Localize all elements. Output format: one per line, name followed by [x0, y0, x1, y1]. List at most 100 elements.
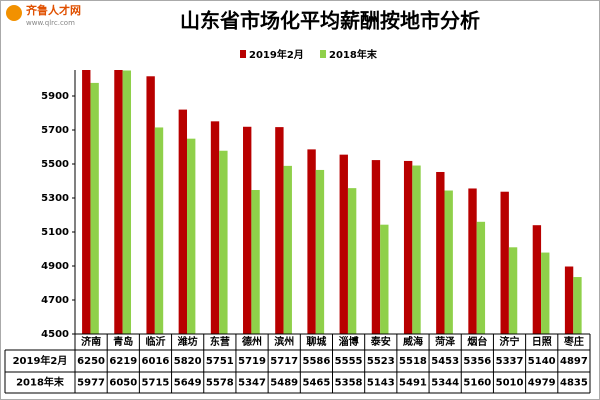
table-cell: 5344: [431, 378, 459, 389]
table-cell: 4835: [560, 378, 588, 389]
table-cell: 5347: [238, 378, 266, 389]
legend-swatch: [320, 50, 326, 58]
table-cell: 5715: [142, 378, 170, 389]
bar: [90, 82, 99, 334]
legend-swatch: [240, 50, 246, 58]
x-tick-label: 淄博: [339, 335, 359, 348]
bar: [532, 225, 542, 334]
bar: [476, 221, 486, 334]
y-tick-label: 4500: [41, 329, 69, 340]
bar: [178, 109, 188, 334]
bar: [283, 165, 292, 334]
table-cell: 5356: [463, 356, 491, 367]
table-cell: 5160: [463, 378, 491, 389]
table-cell: 4979: [528, 378, 556, 389]
y-tick-label: 4900: [41, 261, 69, 272]
legend-label: 2018年末: [329, 48, 378, 61]
bar: [210, 121, 220, 334]
table-cell: 6016: [142, 356, 170, 367]
x-tick-label: 济宁: [500, 335, 520, 348]
y-tick-label: 5900: [41, 91, 69, 102]
table-cell: 5523: [367, 356, 395, 367]
bar: [564, 266, 574, 334]
table-cell: 5453: [431, 356, 459, 367]
table-cell: 5717: [270, 356, 298, 367]
x-tick-label: 日照: [532, 336, 552, 348]
bar: [243, 126, 252, 334]
bar: [251, 190, 260, 334]
x-tick-label: 临沂: [145, 335, 165, 348]
table-cell: 5977: [77, 378, 105, 389]
bar: [380, 224, 389, 334]
table-cell: 6250: [77, 356, 105, 367]
bar: [468, 188, 477, 334]
bar: [573, 277, 582, 334]
bar: [82, 70, 91, 334]
y-tick-label: 5100: [41, 227, 69, 238]
table-cell: 5518: [399, 356, 427, 367]
table-cell: 5555: [335, 356, 363, 367]
table-cell: 5358: [335, 378, 363, 389]
logo-url: www.qlrc.com: [26, 19, 75, 27]
legend-label: 2019年2月: [249, 48, 304, 61]
y-tick-label: 4700: [41, 295, 69, 306]
x-tick-label: 威海: [403, 335, 423, 348]
logo-name: 齐鲁人才网: [26, 3, 81, 17]
bar: [500, 191, 509, 334]
y-tick-label: 5700: [41, 125, 69, 136]
bar: [347, 188, 357, 334]
table-cell: 5649: [174, 378, 202, 389]
table-row-header: 2018年末: [16, 376, 65, 389]
x-tick-label: 烟台: [467, 335, 487, 348]
logo-icon: [6, 5, 22, 21]
table-cell: 4897: [560, 356, 588, 367]
x-tick-label: 潍坊: [178, 335, 198, 348]
table-cell: 5586: [302, 356, 330, 367]
x-tick-label: 滨州: [274, 335, 294, 348]
bar: [315, 169, 325, 334]
bar: [371, 160, 381, 334]
table-cell: 5491: [399, 378, 427, 389]
x-tick-label: 青岛: [113, 335, 133, 348]
table-cell: 5578: [206, 378, 234, 389]
table-cell: 6050: [109, 378, 137, 389]
bar: [122, 70, 132, 334]
bars: [82, 70, 582, 334]
chart-title: 山东省市场化平均薪酬按地市分析: [180, 9, 480, 33]
y-tick-label: 5500: [41, 159, 69, 170]
table-cell: 5820: [174, 356, 202, 367]
table-cell: 5719: [238, 356, 266, 367]
x-tick-label: 泰安: [370, 335, 391, 348]
bar: [508, 247, 518, 334]
table-row-header: 2019年2月: [13, 354, 68, 367]
table-cell: 5489: [270, 378, 298, 389]
bar: [275, 127, 284, 334]
y-tick-label: 5300: [41, 193, 69, 204]
x-tick-label: 济南: [81, 335, 101, 348]
table-cell: 5751: [206, 356, 234, 367]
table-cell: 6219: [109, 356, 137, 367]
bar: [114, 70, 123, 334]
x-tick-label: 枣庄: [563, 335, 584, 348]
bar: [412, 165, 421, 334]
bar: [339, 154, 348, 334]
bar: [307, 149, 316, 334]
x-tick-label: 德州: [241, 335, 262, 348]
bar: [146, 76, 155, 334]
x-tick-label: 东营: [210, 335, 230, 348]
bar: [436, 171, 445, 334]
bar: [444, 190, 453, 334]
bar: [154, 127, 164, 334]
table-cell: 5010: [496, 378, 524, 389]
bar: [187, 138, 196, 334]
table-cell: 5337: [496, 356, 524, 367]
bar: [219, 150, 228, 334]
x-tick-label: 菏泽: [435, 335, 455, 348]
table-cell: 5140: [528, 356, 556, 367]
bar: [541, 252, 550, 334]
table-cell: 5465: [302, 378, 330, 389]
table-cell: 5143: [367, 378, 395, 389]
x-tick-label: 聊城: [306, 335, 326, 348]
